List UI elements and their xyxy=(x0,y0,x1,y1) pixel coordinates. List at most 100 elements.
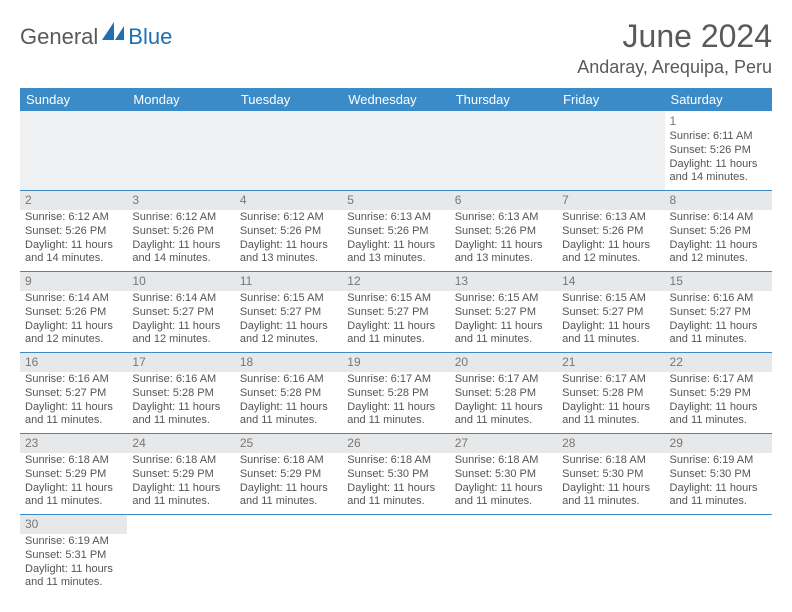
day-number: 1 xyxy=(670,114,767,129)
empty-cell xyxy=(557,111,664,191)
calendar-row: 30Sunrise: 6:19 AMSunset: 5:31 PMDayligh… xyxy=(20,515,772,596)
day-number: 14 xyxy=(557,272,664,291)
calendar-body: 1Sunrise: 6:11 AMSunset: 5:26 PMDaylight… xyxy=(20,111,772,595)
day-details: Sunrise: 6:17 AMSunset: 5:28 PMDaylight:… xyxy=(455,373,552,428)
day-cell: 4Sunrise: 6:12 AMSunset: 5:26 PMDaylight… xyxy=(235,191,342,272)
day-number: 20 xyxy=(450,353,557,372)
day-cell: 26Sunrise: 6:18 AMSunset: 5:30 PMDayligh… xyxy=(342,434,449,515)
day-details: Sunrise: 6:15 AMSunset: 5:27 PMDaylight:… xyxy=(455,292,552,347)
day-cell: 11Sunrise: 6:15 AMSunset: 5:27 PMDayligh… xyxy=(235,272,342,353)
day-number: 27 xyxy=(450,434,557,453)
day-cell: 19Sunrise: 6:17 AMSunset: 5:28 PMDayligh… xyxy=(342,353,449,434)
day-number: 8 xyxy=(665,191,772,210)
weekday-header: Wednesday xyxy=(342,88,449,111)
empty-cell xyxy=(342,111,449,191)
day-number: 18 xyxy=(235,353,342,372)
day-number: 3 xyxy=(127,191,234,210)
day-number: 17 xyxy=(127,353,234,372)
day-cell: 17Sunrise: 6:16 AMSunset: 5:28 PMDayligh… xyxy=(127,353,234,434)
day-details: Sunrise: 6:16 AMSunset: 5:27 PMDaylight:… xyxy=(670,292,767,347)
day-cell: 24Sunrise: 6:18 AMSunset: 5:29 PMDayligh… xyxy=(127,434,234,515)
empty-cell xyxy=(127,515,234,596)
day-details: Sunrise: 6:12 AMSunset: 5:26 PMDaylight:… xyxy=(132,211,229,266)
calendar-row: 9Sunrise: 6:14 AMSunset: 5:26 PMDaylight… xyxy=(20,272,772,353)
weekday-header: Monday xyxy=(127,88,234,111)
calendar-row: 2Sunrise: 6:12 AMSunset: 5:26 PMDaylight… xyxy=(20,191,772,272)
day-cell: 5Sunrise: 6:13 AMSunset: 5:26 PMDaylight… xyxy=(342,191,449,272)
logo-text-blue: Blue xyxy=(128,24,172,50)
day-details: Sunrise: 6:13 AMSunset: 5:26 PMDaylight:… xyxy=(455,211,552,266)
day-details: Sunrise: 6:18 AMSunset: 5:30 PMDaylight:… xyxy=(455,454,552,509)
day-cell: 9Sunrise: 6:14 AMSunset: 5:26 PMDaylight… xyxy=(20,272,127,353)
day-details: Sunrise: 6:14 AMSunset: 5:26 PMDaylight:… xyxy=(25,292,122,347)
day-details: Sunrise: 6:18 AMSunset: 5:29 PMDaylight:… xyxy=(132,454,229,509)
day-number: 21 xyxy=(557,353,664,372)
day-number: 29 xyxy=(665,434,772,453)
day-number: 23 xyxy=(20,434,127,453)
day-cell: 27Sunrise: 6:18 AMSunset: 5:30 PMDayligh… xyxy=(450,434,557,515)
weekday-header: Friday xyxy=(557,88,664,111)
month-title: June 2024 xyxy=(577,18,772,55)
day-cell: 21Sunrise: 6:17 AMSunset: 5:28 PMDayligh… xyxy=(557,353,664,434)
day-details: Sunrise: 6:16 AMSunset: 5:28 PMDaylight:… xyxy=(132,373,229,428)
day-cell: 18Sunrise: 6:16 AMSunset: 5:28 PMDayligh… xyxy=(235,353,342,434)
day-cell: 7Sunrise: 6:13 AMSunset: 5:26 PMDaylight… xyxy=(557,191,664,272)
day-number: 7 xyxy=(557,191,664,210)
day-number: 5 xyxy=(342,191,449,210)
day-cell: 2Sunrise: 6:12 AMSunset: 5:26 PMDaylight… xyxy=(20,191,127,272)
weekday-header: Sunday xyxy=(20,88,127,111)
day-details: Sunrise: 6:13 AMSunset: 5:26 PMDaylight:… xyxy=(347,211,444,266)
day-details: Sunrise: 6:12 AMSunset: 5:26 PMDaylight:… xyxy=(25,211,122,266)
day-cell: 28Sunrise: 6:18 AMSunset: 5:30 PMDayligh… xyxy=(557,434,664,515)
logo: General Blue xyxy=(20,22,172,51)
day-details: Sunrise: 6:18 AMSunset: 5:29 PMDaylight:… xyxy=(240,454,337,509)
day-cell: 8Sunrise: 6:14 AMSunset: 5:26 PMDaylight… xyxy=(665,191,772,272)
day-cell: 25Sunrise: 6:18 AMSunset: 5:29 PMDayligh… xyxy=(235,434,342,515)
day-cell: 6Sunrise: 6:13 AMSunset: 5:26 PMDaylight… xyxy=(450,191,557,272)
calendar-row: 1Sunrise: 6:11 AMSunset: 5:26 PMDaylight… xyxy=(20,111,772,191)
day-number: 25 xyxy=(235,434,342,453)
day-number: 2 xyxy=(20,191,127,210)
day-details: Sunrise: 6:19 AMSunset: 5:30 PMDaylight:… xyxy=(670,454,767,509)
calendar-table: SundayMondayTuesdayWednesdayThursdayFrid… xyxy=(20,88,772,595)
calendar-head: SundayMondayTuesdayWednesdayThursdayFrid… xyxy=(20,88,772,111)
day-details: Sunrise: 6:18 AMSunset: 5:30 PMDaylight:… xyxy=(562,454,659,509)
weekday-header: Thursday xyxy=(450,88,557,111)
day-cell: 12Sunrise: 6:15 AMSunset: 5:27 PMDayligh… xyxy=(342,272,449,353)
empty-cell xyxy=(20,111,127,191)
day-details: Sunrise: 6:11 AMSunset: 5:26 PMDaylight:… xyxy=(670,130,767,185)
calendar-row: 16Sunrise: 6:16 AMSunset: 5:27 PMDayligh… xyxy=(20,353,772,434)
logo-text-general: General xyxy=(20,24,98,50)
day-cell: 1Sunrise: 6:11 AMSunset: 5:26 PMDaylight… xyxy=(665,111,772,191)
day-number: 9 xyxy=(20,272,127,291)
empty-cell xyxy=(127,111,234,191)
day-number: 15 xyxy=(665,272,772,291)
day-number: 24 xyxy=(127,434,234,453)
location: Andaray, Arequipa, Peru xyxy=(577,57,772,78)
empty-cell xyxy=(557,515,664,596)
empty-cell xyxy=(235,515,342,596)
day-details: Sunrise: 6:15 AMSunset: 5:27 PMDaylight:… xyxy=(240,292,337,347)
day-details: Sunrise: 6:15 AMSunset: 5:27 PMDaylight:… xyxy=(347,292,444,347)
empty-cell xyxy=(665,515,772,596)
day-cell: 16Sunrise: 6:16 AMSunset: 5:27 PMDayligh… xyxy=(20,353,127,434)
empty-cell xyxy=(450,515,557,596)
day-cell: 20Sunrise: 6:17 AMSunset: 5:28 PMDayligh… xyxy=(450,353,557,434)
day-cell: 10Sunrise: 6:14 AMSunset: 5:27 PMDayligh… xyxy=(127,272,234,353)
day-cell: 13Sunrise: 6:15 AMSunset: 5:27 PMDayligh… xyxy=(450,272,557,353)
day-details: Sunrise: 6:18 AMSunset: 5:29 PMDaylight:… xyxy=(25,454,122,509)
day-number: 12 xyxy=(342,272,449,291)
calendar-row: 23Sunrise: 6:18 AMSunset: 5:29 PMDayligh… xyxy=(20,434,772,515)
day-number: 10 xyxy=(127,272,234,291)
day-details: Sunrise: 6:17 AMSunset: 5:29 PMDaylight:… xyxy=(670,373,767,428)
day-number: 16 xyxy=(20,353,127,372)
logo-sail-icon xyxy=(102,22,126,45)
day-details: Sunrise: 6:16 AMSunset: 5:28 PMDaylight:… xyxy=(240,373,337,428)
day-details: Sunrise: 6:17 AMSunset: 5:28 PMDaylight:… xyxy=(347,373,444,428)
empty-cell xyxy=(450,111,557,191)
day-details: Sunrise: 6:15 AMSunset: 5:27 PMDaylight:… xyxy=(562,292,659,347)
header: General Blue June 2024 Andaray, Arequipa… xyxy=(20,18,772,78)
day-cell: 29Sunrise: 6:19 AMSunset: 5:30 PMDayligh… xyxy=(665,434,772,515)
day-cell: 22Sunrise: 6:17 AMSunset: 5:29 PMDayligh… xyxy=(665,353,772,434)
day-details: Sunrise: 6:13 AMSunset: 5:26 PMDaylight:… xyxy=(562,211,659,266)
